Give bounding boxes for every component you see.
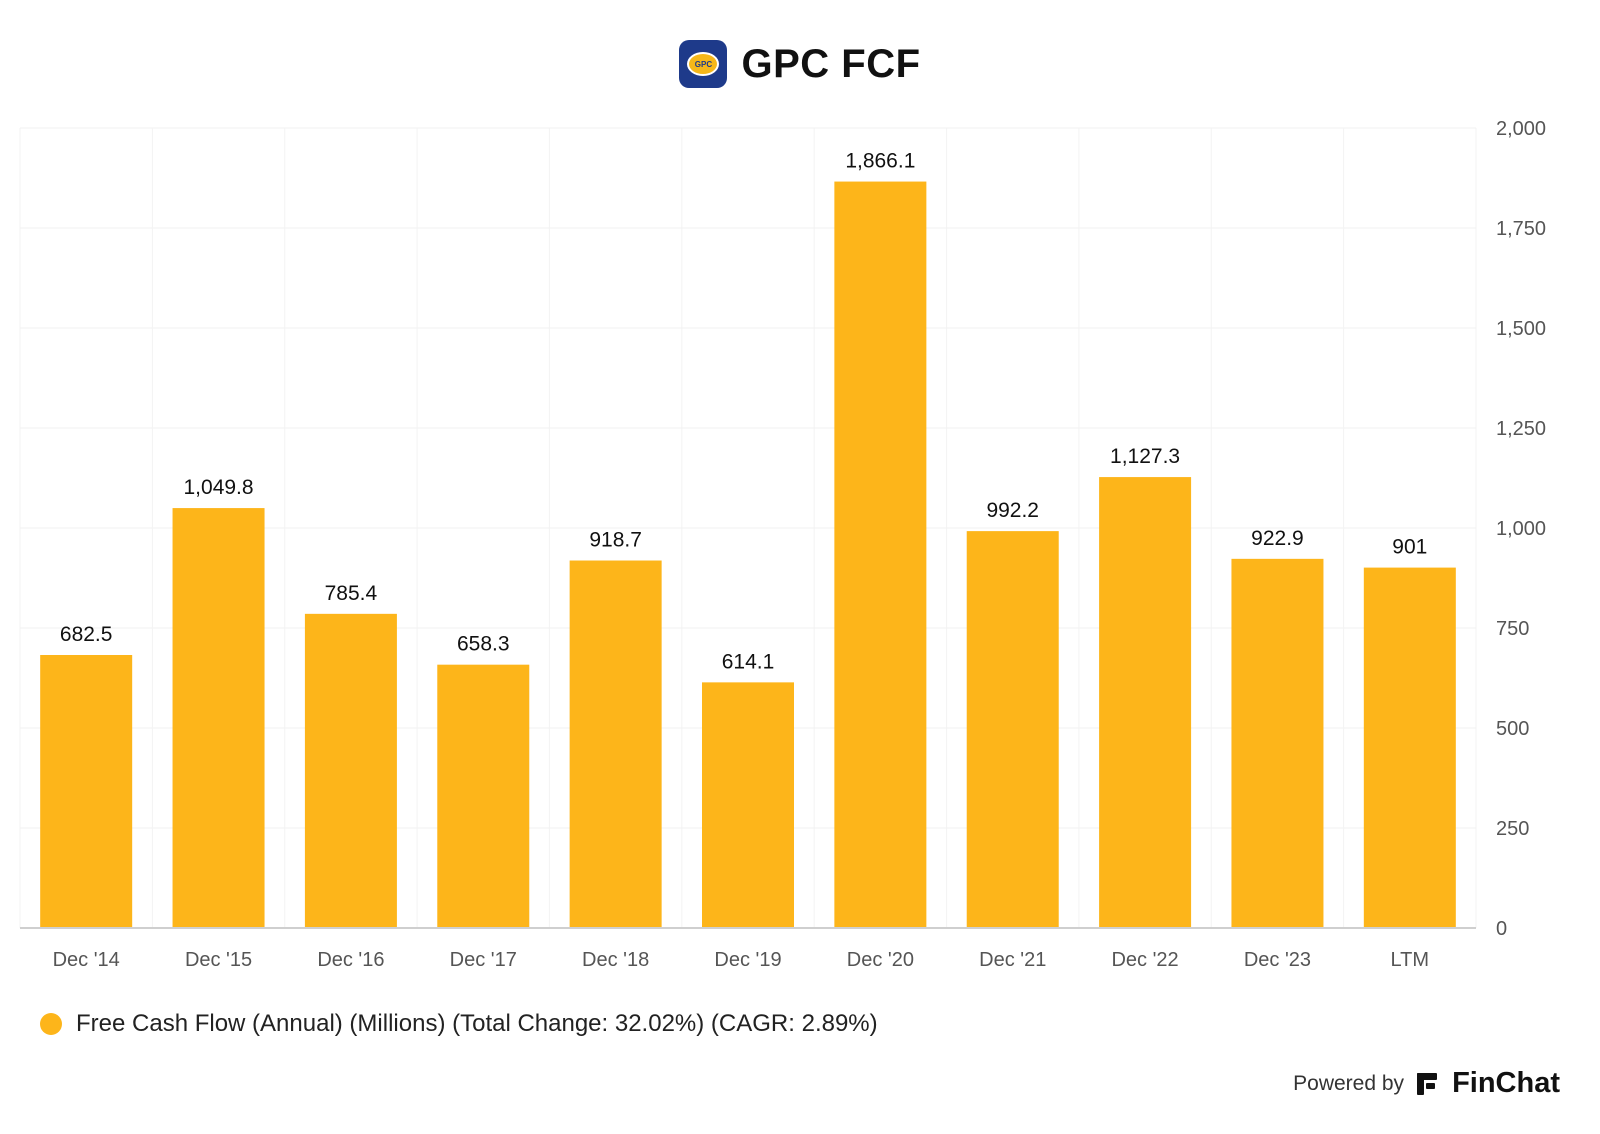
- y-tick-label: 0: [1496, 918, 1507, 940]
- data-label: 1,866.1: [845, 150, 915, 173]
- finchat-logo-icon: [1417, 1072, 1438, 1095]
- bar: [437, 664, 530, 928]
- legend[interactable]: Free Cash Flow (Annual) (Millions) (Tota…: [40, 1010, 878, 1038]
- x-tick-label: Dec '20: [847, 949, 914, 971]
- y-tick-label: 1,750: [1496, 218, 1546, 240]
- x-tick-label: Dec '23: [1244, 949, 1311, 971]
- data-label: 918.7: [589, 529, 642, 552]
- bar: [834, 181, 927, 928]
- bar: [966, 531, 1059, 928]
- x-tick-label: Dec '16: [317, 949, 384, 971]
- bar: [1363, 567, 1456, 928]
- bar: [304, 613, 397, 928]
- y-tick-label: 750: [1496, 618, 1529, 640]
- data-label: 658.3: [457, 633, 510, 656]
- data-label: 901: [1392, 536, 1427, 559]
- x-tick-label: Dec '22: [1111, 949, 1178, 971]
- bar: [1099, 477, 1192, 928]
- bar: [172, 508, 265, 928]
- data-label: 785.4: [325, 582, 378, 605]
- x-tick-label: Dec '21: [979, 949, 1046, 971]
- y-tick-label: 500: [1496, 718, 1529, 740]
- data-label: 1,127.3: [1110, 445, 1180, 468]
- x-tick-label: LTM: [1391, 949, 1430, 971]
- bar: [40, 655, 133, 928]
- legend-label: Free Cash Flow (Annual) (Millions) (Tota…: [76, 1010, 878, 1037]
- y-tick-label: 1,000: [1496, 518, 1546, 540]
- y-tick-label: 250: [1496, 818, 1529, 840]
- y-tick-label: 1,250: [1496, 418, 1546, 440]
- x-tick-label: Dec '15: [185, 949, 252, 971]
- powered-by-text: Powered by: [1293, 1071, 1405, 1095]
- legend-marker: [40, 1013, 62, 1035]
- bar: [702, 682, 794, 928]
- bar: [569, 560, 662, 928]
- finchat-brand: FinChat: [1452, 1067, 1560, 1099]
- data-label: 682.5: [60, 623, 113, 646]
- y-tick-label: 2,000: [1496, 118, 1546, 140]
- data-label: 992.2: [986, 499, 1039, 522]
- x-tick-label: Dec '14: [53, 949, 120, 971]
- x-tick-label: Dec '19: [714, 949, 781, 971]
- bar: [1231, 558, 1324, 928]
- y-tick-label: 1,500: [1496, 318, 1546, 340]
- chart-header: GPC GPC FCF: [0, 38, 1600, 90]
- chart-title: GPC FCF: [741, 41, 921, 86]
- footer-branding[interactable]: Powered by FinChat: [1293, 1067, 1560, 1100]
- data-label: 1,049.8: [184, 476, 254, 499]
- company-logo: GPC: [679, 40, 728, 88]
- data-label: 922.9: [1251, 527, 1304, 550]
- x-tick-label: Dec '17: [450, 949, 517, 971]
- data-label: 614.1: [722, 650, 775, 673]
- x-tick-label: Dec '18: [582, 949, 649, 971]
- logo-text: GPC: [687, 52, 720, 76]
